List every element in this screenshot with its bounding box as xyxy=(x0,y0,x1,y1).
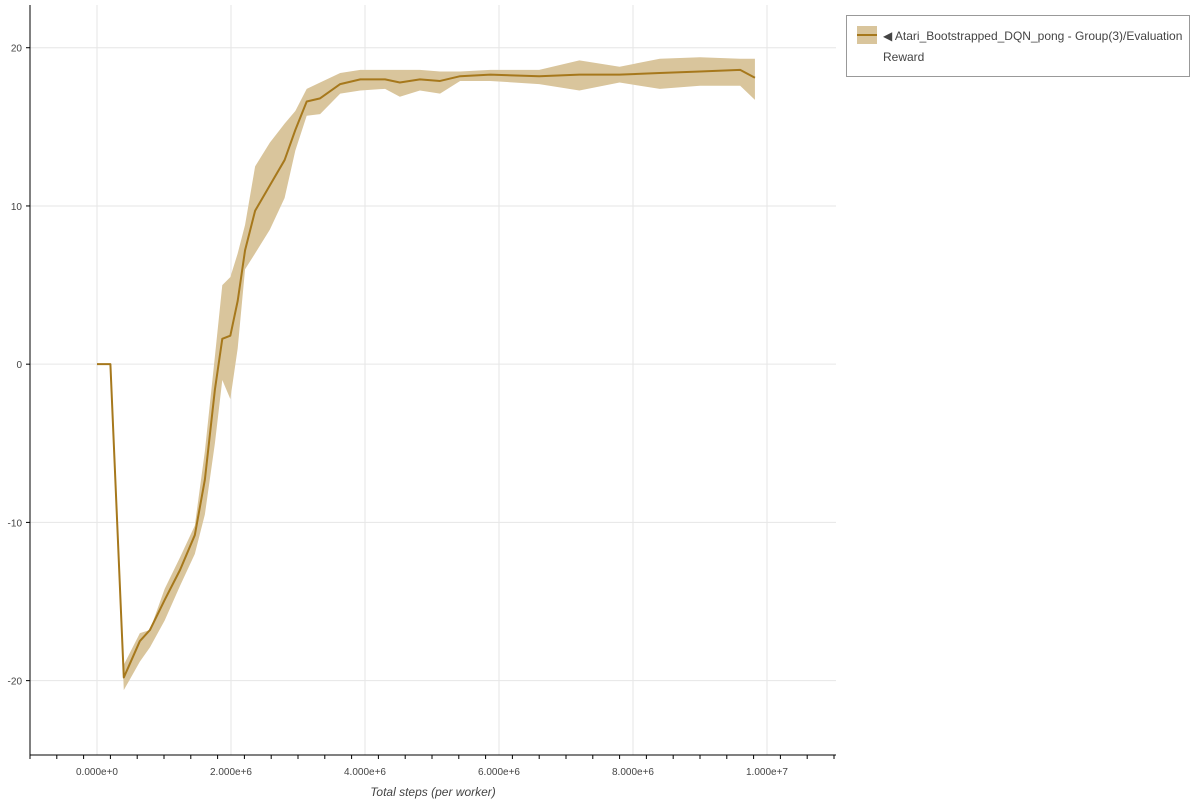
y-tick-label: -10 xyxy=(8,518,23,529)
x-tick-label: 4.000e+6 xyxy=(344,767,386,778)
x-tick-label: 8.000e+6 xyxy=(612,767,654,778)
y-tick-label: 10 xyxy=(11,202,23,213)
series-line xyxy=(96,68,756,679)
x-axis-label: Total steps (per worker) xyxy=(370,785,496,799)
x-tick-label: 1.000e+7 xyxy=(746,767,788,778)
x-tick-label: 2.000e+6 xyxy=(210,767,252,778)
confidence-band xyxy=(96,57,755,691)
legend-swatch xyxy=(857,26,877,44)
y-tick-label: -20 xyxy=(8,677,23,688)
y-tick-label: 0 xyxy=(16,360,22,371)
y-tick-label: 20 xyxy=(11,44,23,55)
x-tick-label: 6.000e+6 xyxy=(478,767,520,778)
legend-label: ◀ Atari_Bootstrapped_DQN_pong - Group(3)… xyxy=(883,29,1183,64)
x-tick-label: 0.000e+0 xyxy=(76,767,118,778)
legend: ◀ Atari_Bootstrapped_DQN_pong - Group(3)… xyxy=(846,15,1190,77)
